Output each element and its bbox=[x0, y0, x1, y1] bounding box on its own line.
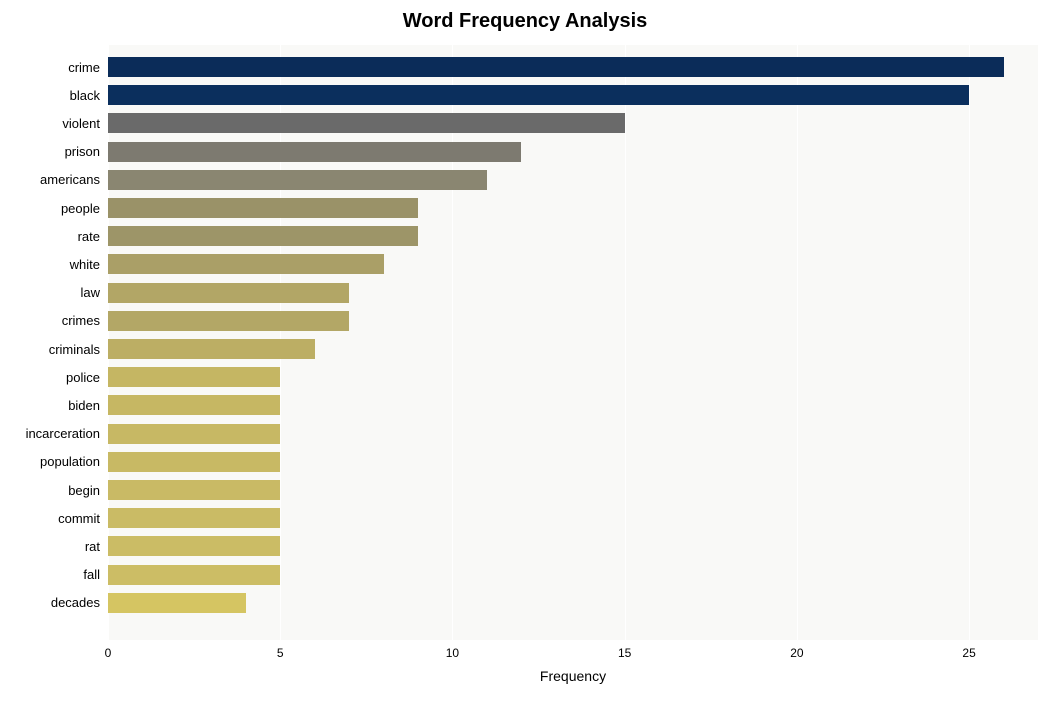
y-tick-label: commit bbox=[0, 511, 100, 526]
y-tick-label: begin bbox=[0, 483, 100, 498]
x-axis-label: Frequency bbox=[108, 668, 1038, 684]
bar bbox=[108, 593, 246, 613]
x-tick-label: 15 bbox=[618, 646, 631, 660]
bar bbox=[108, 565, 280, 585]
y-tick-label: law bbox=[0, 285, 100, 300]
bar bbox=[108, 170, 487, 190]
y-tick-label: people bbox=[0, 201, 100, 216]
y-tick-label: decades bbox=[0, 595, 100, 610]
bar bbox=[108, 57, 1004, 77]
plot-area bbox=[108, 45, 1038, 640]
bar bbox=[108, 367, 280, 387]
y-tick-label: biden bbox=[0, 398, 100, 413]
y-tick-label: rat bbox=[0, 539, 100, 554]
y-tick-label: violent bbox=[0, 116, 100, 131]
y-tick-label: population bbox=[0, 454, 100, 469]
x-tick-label: 10 bbox=[446, 646, 459, 660]
bar bbox=[108, 142, 521, 162]
bar bbox=[108, 395, 280, 415]
y-tick-label: incarceration bbox=[0, 426, 100, 441]
bar bbox=[108, 339, 315, 359]
bar bbox=[108, 536, 280, 556]
bar bbox=[108, 480, 280, 500]
gridline bbox=[452, 45, 453, 640]
y-tick-label: police bbox=[0, 370, 100, 385]
bar bbox=[108, 311, 349, 331]
y-tick-label: crimes bbox=[0, 313, 100, 328]
bar bbox=[108, 424, 280, 444]
bar bbox=[108, 452, 280, 472]
gridline bbox=[625, 45, 626, 640]
y-tick-label: prison bbox=[0, 144, 100, 159]
x-tick-label: 0 bbox=[105, 646, 112, 660]
y-tick-label: fall bbox=[0, 567, 100, 582]
y-tick-label: crime bbox=[0, 60, 100, 75]
x-tick-label: 25 bbox=[962, 646, 975, 660]
y-tick-label: black bbox=[0, 88, 100, 103]
y-tick-label: criminals bbox=[0, 342, 100, 357]
bar bbox=[108, 85, 969, 105]
bar bbox=[108, 283, 349, 303]
y-tick-label: americans bbox=[0, 172, 100, 187]
x-tick-label: 20 bbox=[790, 646, 803, 660]
x-tick-label: 5 bbox=[277, 646, 284, 660]
gridline bbox=[797, 45, 798, 640]
bar bbox=[108, 198, 418, 218]
chart-container: Word Frequency Analysis Frequency 0 5 10 15… bbox=[0, 0, 1050, 701]
y-tick-label: rate bbox=[0, 229, 100, 244]
bar bbox=[108, 254, 384, 274]
bar bbox=[108, 113, 625, 133]
bar bbox=[108, 508, 280, 528]
y-tick-label: white bbox=[0, 257, 100, 272]
chart-title: Word Frequency Analysis bbox=[0, 10, 1050, 33]
gridline bbox=[969, 45, 970, 640]
bar bbox=[108, 226, 418, 246]
